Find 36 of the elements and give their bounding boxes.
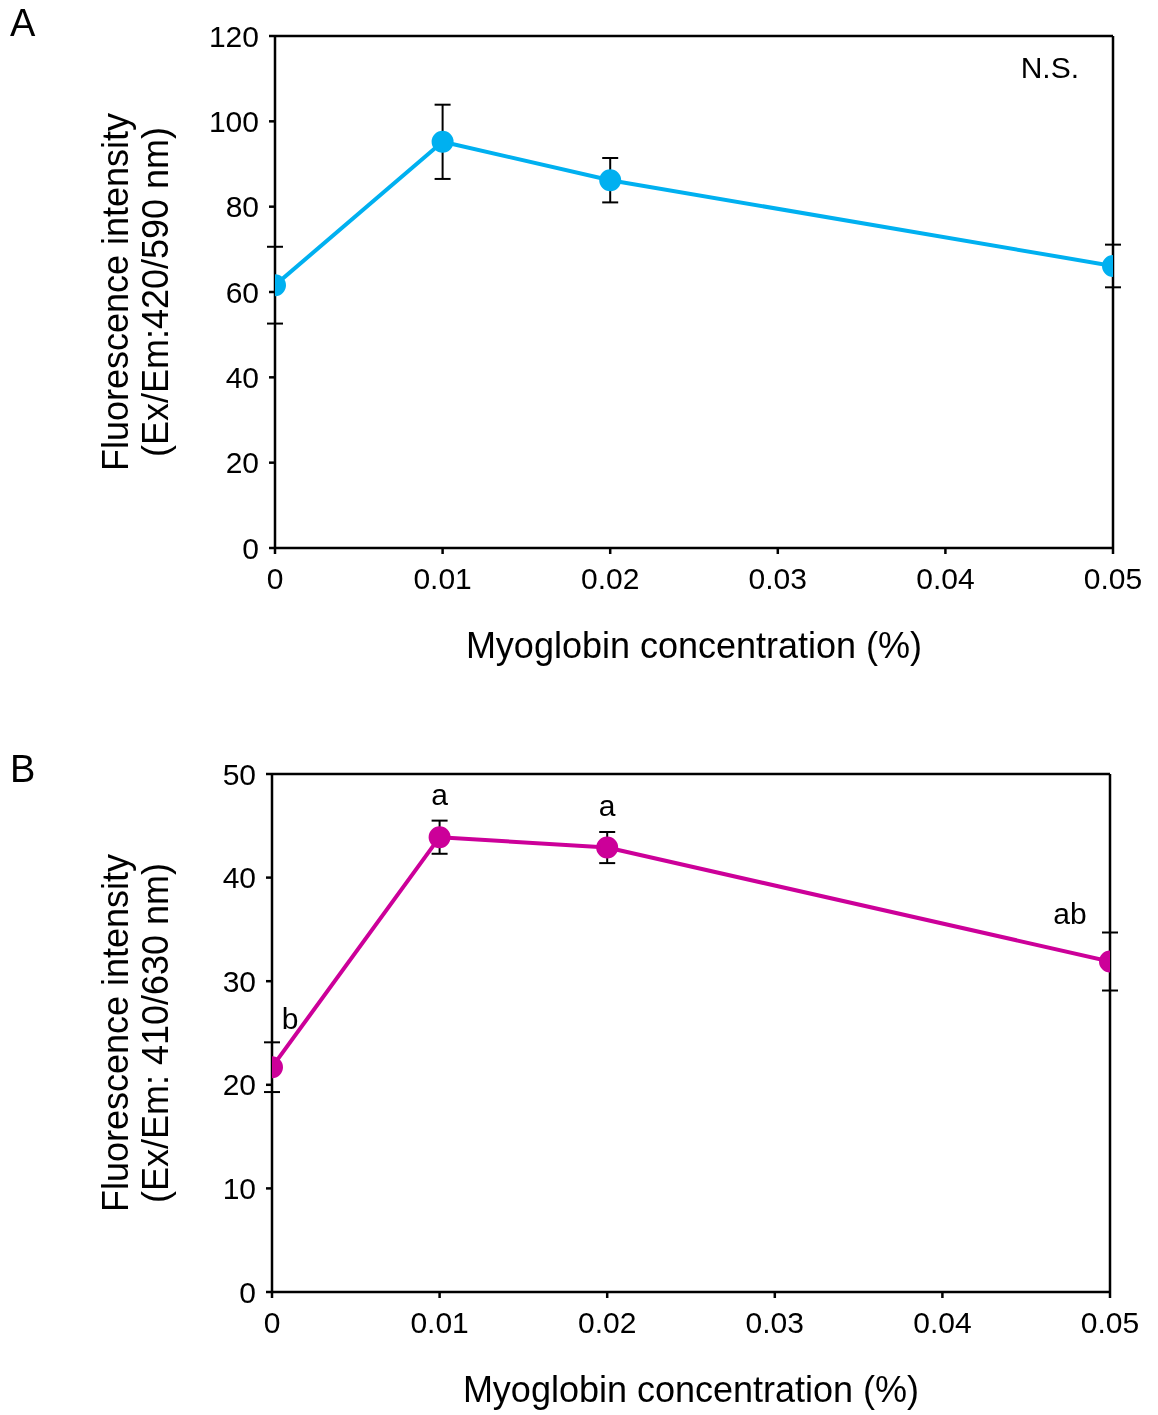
y-tick-label: 100 — [208, 104, 259, 138]
x-tick-label: 0.03 — [745, 1306, 804, 1340]
y-axis-title: Fluorescence intensity (Ex/Em:420/590 nm) — [95, 112, 176, 472]
y-tick-label: 30 — [222, 964, 256, 998]
x-tick-label: 0.04 — [916, 562, 975, 596]
x-tick-label: 0 — [263, 1306, 281, 1340]
x-tick-label: 0 — [266, 562, 284, 596]
x-tick-label: 0.04 — [913, 1306, 972, 1340]
x-tick-label: 0.03 — [748, 562, 807, 596]
x-tick-label: 0.02 — [581, 562, 640, 596]
y-tick-label: 60 — [225, 275, 259, 309]
x-axis-title: Myoglobin concentration (%) — [462, 1369, 920, 1410]
y-tick-label: 20 — [225, 446, 259, 480]
annotation: N.S. — [1020, 51, 1079, 85]
x-tick-label: 0.02 — [578, 1306, 637, 1340]
x-tick-label: 0.01 — [410, 1306, 469, 1340]
y-axis-title: Fluorescence intensity (Ex/Em: 410/630 nm) — [95, 853, 176, 1213]
x-tick-label: 0.01 — [413, 562, 472, 596]
annotation: b — [281, 1002, 299, 1036]
y-tick-label: 0 — [242, 531, 259, 565]
annotation: ab — [1053, 896, 1087, 930]
y-tick-label: 120 — [208, 19, 259, 53]
y-tick-label: 40 — [225, 360, 259, 394]
y-tick-label: 10 — [222, 1172, 256, 1206]
x-axis-title: Myoglobin concentration (%) — [465, 625, 923, 666]
x-tick-label: 0.05 — [1080, 1306, 1140, 1340]
y-tick-label: 20 — [222, 1068, 256, 1102]
x-tick-label: 0.05 — [1083, 562, 1143, 596]
chart-title: A — [10, 2, 36, 45]
annotation: a — [431, 778, 449, 812]
chart-title: B — [10, 748, 36, 791]
y-tick-label: 50 — [222, 757, 256, 791]
y-tick-label: 0 — [239, 1275, 256, 1309]
annotation: a — [598, 788, 616, 822]
y-tick-label: 80 — [225, 190, 259, 224]
y-tick-label: 40 — [222, 861, 256, 895]
